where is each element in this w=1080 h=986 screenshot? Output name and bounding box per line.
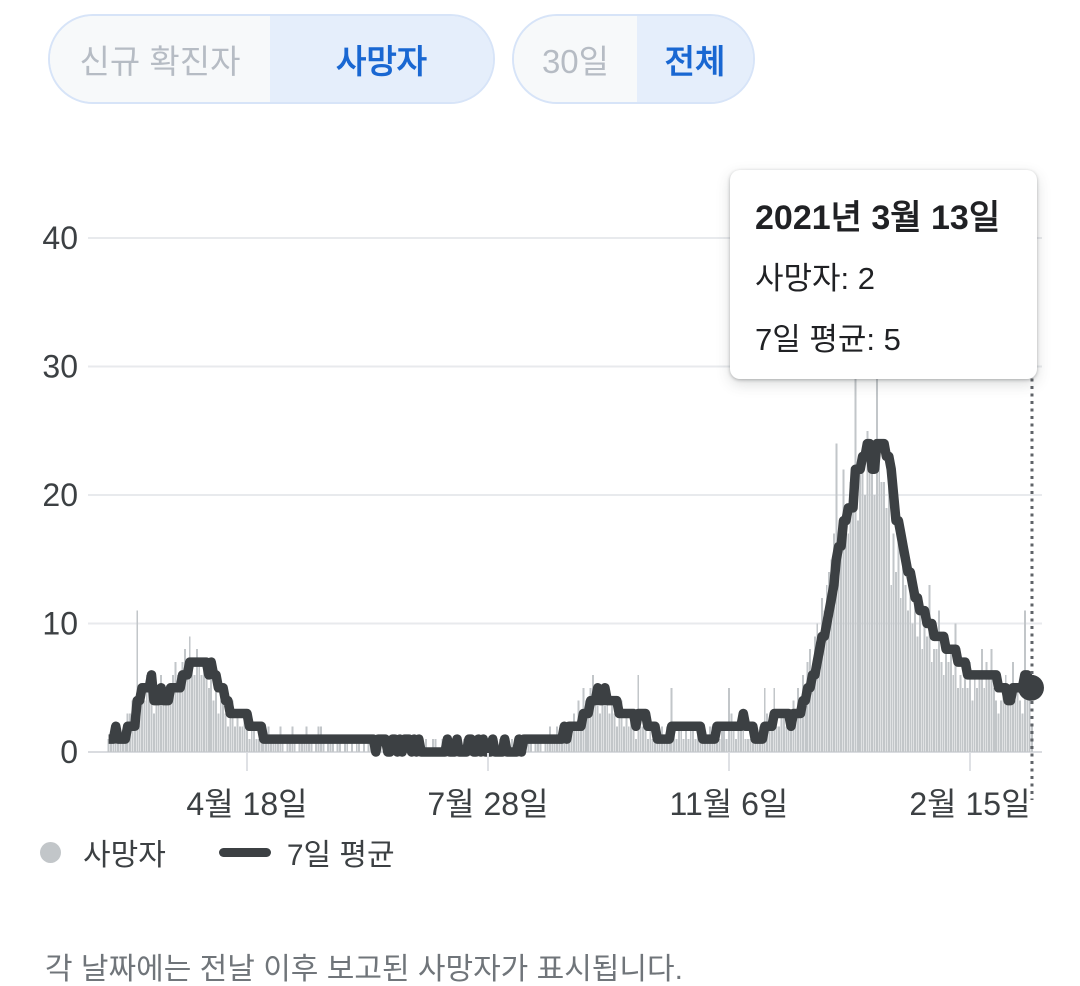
tooltip-deaths-value: 사망자: 2	[755, 261, 876, 296]
y-tick-label: 20	[42, 477, 78, 513]
toggle-deaths[interactable]: 사망자	[270, 16, 493, 102]
daily-deaths-bars	[107, 238, 1033, 753]
avg-legend-line-icon	[218, 847, 271, 857]
x-tick-label: 7월 28일	[427, 786, 548, 822]
x-tick-label: 4월 18일	[186, 786, 307, 822]
avg-7day-line	[106, 438, 1035, 757]
avg-legend-label: 7일 평균	[286, 839, 395, 872]
avg-line-end-dot	[1017, 674, 1044, 701]
y-tick-label: 40	[42, 220, 78, 256]
toggle-new-cases[interactable]: 신규 확진자	[50, 16, 270, 102]
toggle-all[interactable]: 전체	[637, 16, 753, 102]
toggle-30days[interactable]: 30일	[514, 16, 637, 102]
range-toggle: 30일 전체	[512, 14, 755, 104]
tooltip-avg-value: 7일 평균: 5	[755, 322, 901, 357]
metric-toggle: 신규 확진자 사망자	[48, 14, 495, 104]
deaths-chart[interactable]: 0 10 20 30 40 4월 18일 7월 28일 11월 6일 2월 15일 2021년 …	[0, 170, 1080, 830]
y-tick-label: 0	[60, 734, 78, 770]
x-tick-label: 11월 6일	[670, 786, 789, 822]
chart-legend: 사망자 7일 평균	[40, 832, 395, 872]
deaths-legend-label: 사망자	[83, 839, 166, 872]
x-axis-labels: 4월 18일 7월 28일 11월 6일 2월 15일	[186, 753, 1031, 822]
y-axis-labels: 0 10 20 30 40	[42, 220, 78, 770]
y-tick-label: 10	[42, 606, 78, 642]
x-tick-label: 2월 15일	[909, 786, 1030, 822]
deaths-legend-dot-icon	[40, 841, 61, 863]
chart-caption: 각 날짜에는 전날 이후 보고된 사망자가 표시됩니다.	[45, 953, 683, 986]
chart-tooltip: 2021년 3월 13일 사망자: 2 7일 평균: 5	[730, 170, 1037, 379]
y-tick-label: 30	[42, 349, 78, 385]
deaths-chart-canvas[interactable]: 0 10 20 30 40 4월 18일 7월 28일 11월 6일 2월 15일	[0, 170, 1080, 830]
tooltip-date: 2021년 3월 13일	[755, 199, 1001, 237]
